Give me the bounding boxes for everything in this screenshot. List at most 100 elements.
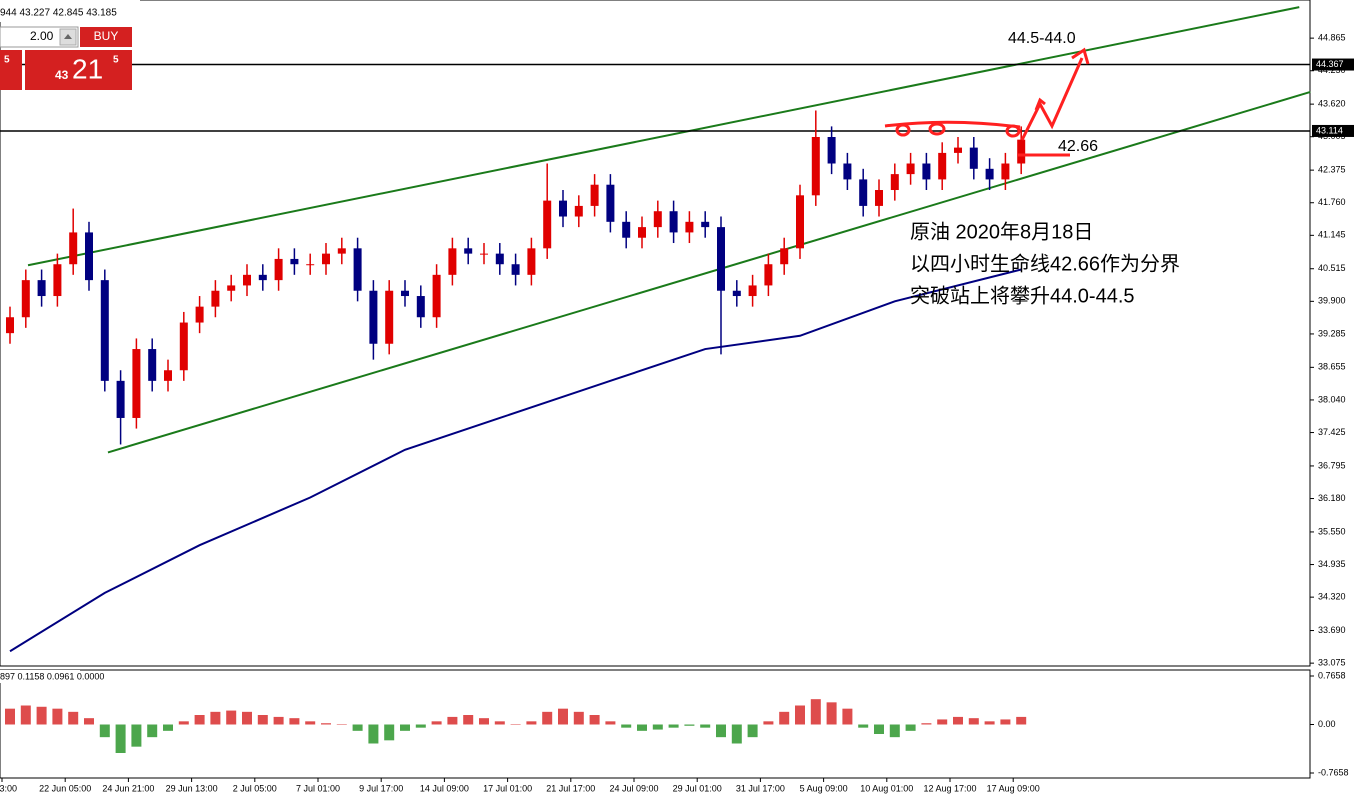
candle-body [543,200,552,249]
y-tick-label: 41.145 [1318,230,1346,240]
target-label: 44.5-44.0 [1008,30,1076,47]
macd-bar [795,705,805,725]
y-tick-label: 34.935 [1318,559,1346,569]
x-tick-label: 24 Jul 09:00 [609,783,658,793]
x-tick-label: 2 Jul 05:00 [233,783,277,793]
macd-bar [937,719,948,725]
macd-bar [510,724,521,725]
y-tick-label: 39.900 [1318,296,1346,306]
macd-bar [447,716,458,725]
macd-bar [163,724,173,731]
buy-button[interactable] [80,27,132,47]
price-level-box [1312,58,1354,71]
candle-body [195,306,204,323]
x-tick-label: 29 Jul 01:00 [673,783,722,793]
buy-price-box[interactable] [25,50,132,90]
lots-input[interactable] [0,26,79,48]
circle-mark [1005,124,1021,138]
candle-body [100,280,109,381]
candle-body [922,163,931,180]
y-tick-label: 41.760 [1318,197,1346,207]
macd-bar [273,716,284,725]
macd-bar [589,715,600,725]
candle-body [622,221,631,238]
macd-bar [968,718,979,725]
candle-body [669,211,678,233]
candle-body [811,137,820,196]
macd-bar [1000,719,1011,725]
candle-body [985,168,994,180]
macd-bar [84,718,94,725]
macd-tick-label: 0.7658 [1318,670,1346,680]
candle-body [859,179,868,206]
macd-bar [652,724,663,730]
macd-bar [842,708,853,725]
candle-body [653,211,662,228]
macd-bar [637,724,647,731]
candle-body [448,248,457,275]
macd-bar [684,724,695,726]
macd-bar [178,721,189,725]
candle-body [701,221,710,228]
macd-bar [305,721,316,725]
y-tick-label: 34.320 [1318,592,1346,602]
candle-body [827,137,836,164]
macd-bar [542,711,553,725]
candle-body [780,248,789,265]
candle-body [164,370,172,381]
candle-body [495,253,504,265]
candle-body [416,296,425,318]
candle-body [938,152,947,180]
candle-body [796,195,804,249]
arrow-head [1034,97,1046,111]
y-tick-label: 33.075 [1318,658,1346,668]
macd-bar [242,711,252,725]
macd-bar [605,721,616,725]
candle-body [432,274,441,318]
macd-bar [763,721,774,725]
sell-price-box[interactable] [0,50,22,90]
plot-area: 44.86544.25043.62043.00542.37541.76041.1… [0,6,1354,793]
candle-body [1001,163,1010,180]
y-tick-label: 44.865 [1318,33,1346,43]
candle-body [401,290,409,297]
candle-body [764,264,773,286]
candle-body [132,349,141,418]
macd-bar [668,724,679,728]
x-tick-label: 9 Jul 17:00 [359,783,403,793]
candle-body [37,280,46,297]
annotation-line: 突破站上将攀升44.0-44.5 [910,284,1135,307]
candle-body [274,258,283,281]
macd-bar [20,705,31,725]
x-tick-label: 7 Jul 01:00 [296,783,340,793]
candle-body [148,349,157,381]
x-tick-label: 5 Aug 09:00 [800,783,848,793]
y-tick-label: 33.690 [1318,625,1346,635]
candle-body [116,380,125,418]
macd-bar [826,702,837,725]
x-tick-label: 17 Aug 09:00 [987,783,1040,793]
y-tick-label: 35.550 [1318,526,1346,536]
candle-body [353,248,362,291]
macd-bar [874,724,884,734]
macd-bar [257,715,268,725]
candle-body [53,264,62,297]
macd-bar [573,711,584,725]
candle-body [574,205,583,217]
main-panel [0,0,1311,667]
circle-mark [928,122,946,136]
candle-body [306,264,315,266]
candle-body [243,274,251,286]
macd-bar [194,715,205,725]
moving-average [9,268,1022,653]
y-tick-label: 36.795 [1318,460,1346,470]
candle-body [606,184,615,222]
macd-bar [921,723,932,725]
macd-bar [52,708,63,725]
lots-value: 2.00 [30,29,54,43]
candle-body [464,248,473,254]
macd-header: 897 0.1158 0.0961 0.0000 [0,671,104,681]
macd-bar [384,724,395,741]
